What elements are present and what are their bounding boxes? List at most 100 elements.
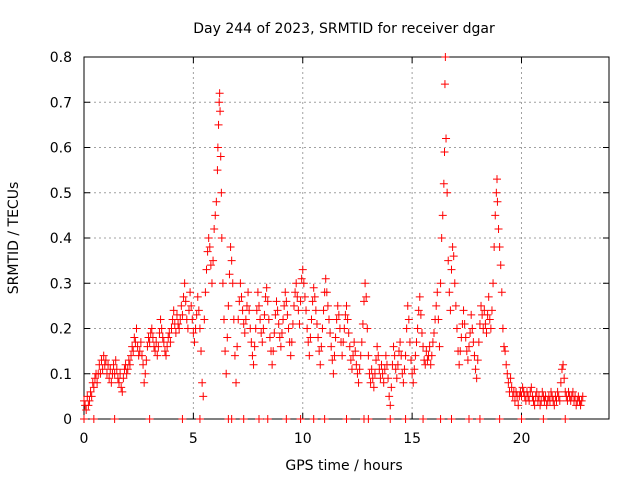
data-point bbox=[189, 329, 198, 338]
data-point bbox=[85, 396, 94, 405]
data-point bbox=[455, 360, 464, 369]
data-point bbox=[228, 279, 237, 288]
data-point bbox=[195, 415, 204, 423]
data-point bbox=[257, 329, 266, 338]
data-point bbox=[240, 329, 249, 338]
data-point bbox=[408, 369, 417, 378]
data-point bbox=[497, 288, 506, 297]
data-point bbox=[379, 378, 388, 387]
data-point bbox=[345, 342, 354, 351]
data-point bbox=[486, 324, 495, 333]
data-point bbox=[477, 301, 486, 310]
data-point bbox=[148, 333, 157, 342]
data-point bbox=[495, 243, 504, 252]
data-point bbox=[245, 306, 254, 315]
data-point bbox=[410, 365, 419, 374]
data-point bbox=[481, 319, 490, 328]
data-point bbox=[355, 365, 364, 374]
data-point bbox=[305, 351, 314, 360]
data-point bbox=[181, 297, 190, 306]
data-point bbox=[439, 179, 448, 188]
data-point bbox=[459, 306, 468, 315]
y-tick-label: 0.5 bbox=[50, 186, 72, 202]
data-point bbox=[241, 315, 250, 324]
data-point bbox=[171, 329, 180, 338]
data-point bbox=[224, 301, 233, 310]
data-point bbox=[192, 310, 201, 319]
data-point bbox=[233, 342, 242, 351]
data-point bbox=[142, 356, 151, 365]
data-point bbox=[328, 356, 337, 365]
data-point bbox=[216, 107, 225, 116]
data-point bbox=[89, 415, 98, 423]
data-point bbox=[462, 347, 471, 356]
data-point bbox=[329, 369, 338, 378]
data-point bbox=[203, 247, 212, 256]
data-point bbox=[347, 365, 356, 374]
data-point bbox=[501, 347, 510, 356]
data-point bbox=[472, 374, 481, 383]
data-point bbox=[157, 324, 166, 333]
data-point bbox=[432, 301, 441, 310]
data-point bbox=[211, 211, 220, 220]
data-point bbox=[518, 383, 527, 392]
data-point bbox=[489, 279, 498, 288]
x-tick-label: 5 bbox=[189, 431, 198, 447]
data-point bbox=[293, 292, 302, 301]
data-point bbox=[307, 315, 316, 324]
data-point bbox=[82, 405, 91, 414]
data-point bbox=[125, 360, 134, 369]
data-point bbox=[280, 301, 289, 310]
data-point bbox=[109, 360, 118, 369]
data-point bbox=[145, 415, 154, 423]
data-point bbox=[391, 365, 400, 374]
data-point bbox=[327, 342, 336, 351]
data-point bbox=[363, 324, 372, 333]
data-point bbox=[214, 120, 223, 129]
data-point bbox=[298, 265, 307, 274]
data-point bbox=[385, 392, 394, 401]
data-point bbox=[445, 288, 454, 297]
data-point bbox=[448, 243, 457, 252]
data-point bbox=[322, 288, 331, 297]
data-point bbox=[258, 338, 267, 347]
data-point bbox=[444, 256, 453, 265]
data-point bbox=[270, 329, 279, 338]
data-point bbox=[451, 301, 460, 310]
data-point bbox=[386, 401, 395, 410]
data-point bbox=[440, 80, 449, 89]
data-point bbox=[269, 347, 278, 356]
data-point bbox=[168, 315, 177, 324]
data-point bbox=[205, 243, 214, 252]
data-point bbox=[309, 415, 318, 423]
data-point bbox=[340, 324, 349, 333]
data-point bbox=[342, 301, 351, 310]
data-point bbox=[384, 374, 393, 383]
data-point bbox=[419, 415, 428, 423]
x-tick-label: 20 bbox=[513, 431, 531, 447]
data-point bbox=[378, 369, 387, 378]
data-point bbox=[514, 401, 523, 410]
data-point bbox=[386, 415, 395, 423]
data-point bbox=[433, 288, 442, 297]
data-point bbox=[392, 374, 401, 383]
data-point bbox=[255, 301, 263, 310]
data-point bbox=[316, 360, 325, 369]
data-point bbox=[283, 310, 292, 319]
data-point bbox=[188, 315, 197, 324]
data-point bbox=[111, 356, 120, 365]
data-point bbox=[227, 256, 236, 265]
data-point bbox=[249, 360, 258, 369]
data-point bbox=[244, 288, 253, 297]
data-point bbox=[279, 315, 288, 324]
data-point bbox=[250, 342, 259, 351]
data-point bbox=[222, 369, 231, 378]
data-point bbox=[198, 378, 207, 387]
data-point bbox=[436, 415, 445, 423]
data-point bbox=[235, 297, 244, 306]
data-point bbox=[484, 292, 493, 301]
data-point bbox=[274, 319, 283, 328]
data-point bbox=[263, 415, 272, 423]
data-point bbox=[466, 329, 475, 338]
data-point bbox=[510, 396, 519, 405]
